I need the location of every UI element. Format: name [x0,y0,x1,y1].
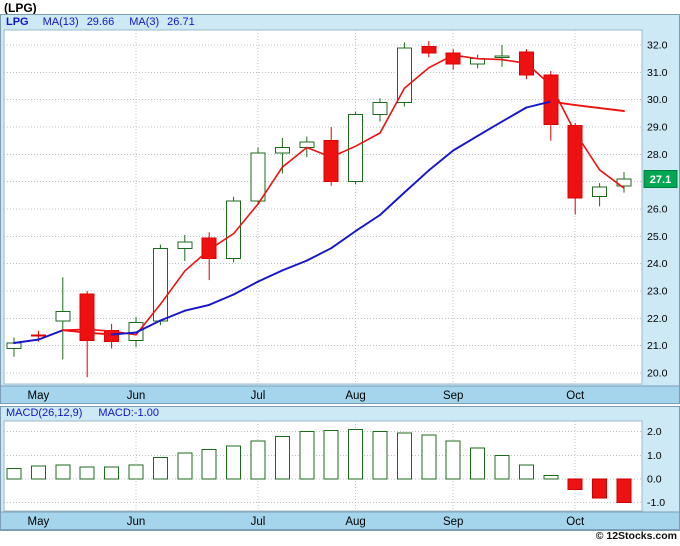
page-title: (LPG) [4,1,37,15]
x-axis-month-label: Jun [127,390,146,402]
macd-axis-label: 0.0 [647,474,662,486]
ma13-line [13,100,625,344]
x-axis-month-label: Sep [443,390,463,402]
copyright-notice: © 12Stocks.com [595,530,677,542]
price-axis-label: 20.0 [647,368,668,380]
price-axis-label: 29.0 [647,122,668,134]
price-axis-label: 25.0 [647,231,668,243]
price-plot-area [3,29,643,385]
candles [6,40,632,378]
price-axis-label: 21.0 [647,340,668,352]
price-axis-label: 31.0 [647,67,668,79]
price-axis-label: 30.0 [647,94,668,106]
x-axis-month-label: Oct [566,390,585,402]
price-axis-label: 23.0 [647,286,668,298]
macd-legend: MACD(26,12,9) MACD:-1.00 [6,407,159,419]
price-axis-label: 32.0 [647,40,668,52]
macd-axis-label: 1.0 [647,450,662,462]
ma13-value: 29.66 [86,16,115,28]
ma13-label: MA(13) [42,16,79,28]
price-candlestick-chart: 20.021.022.023.024.025.026.027.028.029.0… [0,14,680,404]
macd-histogram-chart: -1.0 0.0 1.0 2.0 May Jun Jul Aug Sep Oct [0,406,680,531]
macd-axis-label: -1.0 [647,497,665,509]
macd-bars [6,428,632,504]
x-axis-month-label: Jul [251,516,266,528]
ticker-symbol: LPG [6,16,29,28]
x-axis-month-label: Sep [443,516,463,528]
ma3-label: MA(3) [129,16,160,28]
price-axis-label: 22.0 [647,313,668,325]
x-axis-month-label: Oct [566,516,585,528]
macd-plot-area [3,420,643,512]
x-axis-month-label: May [28,516,50,528]
price-axis-label: 24.0 [647,258,668,270]
price-axis-label: 26.0 [647,204,668,216]
last-price-badge-text: 27.1 [650,174,671,186]
x-axis-month-label: Jun [127,516,146,528]
price-chart-legend: LPG MA(13) 29.66 MA(3) 26.71 [6,16,210,28]
ma3-value: 26.71 [167,16,195,28]
x-axis-month-label: Jul [251,390,266,402]
x-axis-month-label: May [28,390,50,402]
macd-value: MACD:-1.00 [98,407,159,419]
ma3-line [13,54,625,344]
x-axis-month-label: Aug [345,516,365,528]
macd-params-label: MACD(26,12,9) [6,407,83,419]
macd-axis-label: 2.0 [647,426,662,438]
price-axis-label: 28.0 [647,149,668,161]
x-axis-month-label: Aug [345,390,365,402]
last-price-badge [643,170,678,188]
